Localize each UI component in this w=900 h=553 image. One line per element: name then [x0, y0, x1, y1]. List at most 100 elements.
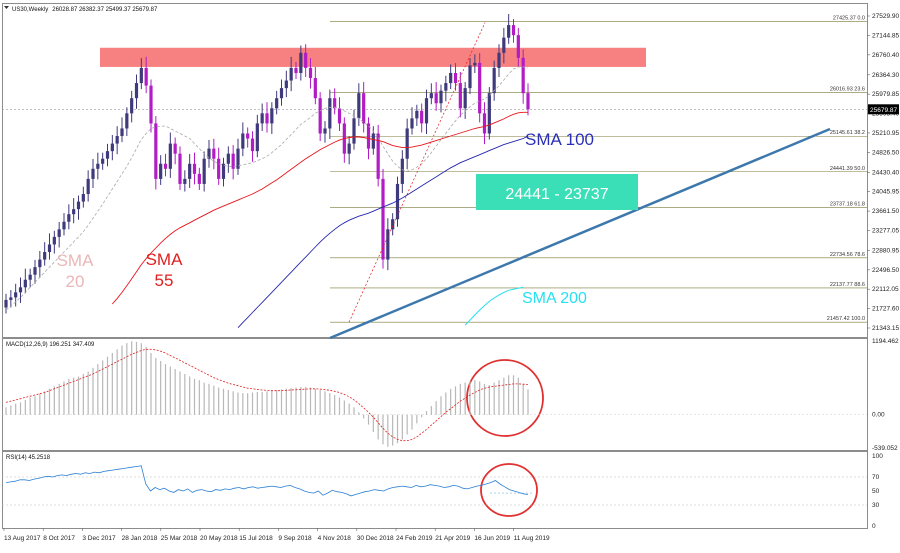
time-axis-label: 4 Nov 2018 — [318, 535, 352, 542]
rsi-axis-label: 30 — [872, 502, 880, 509]
candle-body — [67, 214, 71, 222]
sma100-label: SMA 100 — [525, 130, 594, 149]
candle-body — [415, 110, 419, 119]
candle-body — [149, 85, 153, 124]
candle-body — [270, 108, 274, 124]
fib-level-label: 22734.56 78.6 — [830, 252, 865, 258]
rsi-axis-label: 0 — [872, 523, 876, 530]
price-axis-label: 27144.85 — [872, 32, 899, 39]
fib-level-label: 27425.37 0.0 — [833, 15, 865, 21]
macd-axis-label: 1194.462 — [872, 338, 899, 345]
candle-body — [478, 62, 482, 114]
candle-body — [91, 168, 95, 179]
candle-body — [76, 201, 81, 210]
candle-body — [33, 267, 37, 275]
price-axis-label: 25210.95 — [872, 130, 899, 137]
candle-body — [265, 113, 269, 124]
candle-body — [439, 90, 443, 104]
time-axis-label: 16 Jun 2019 — [474, 535, 510, 542]
candle-body — [473, 62, 477, 66]
candle-body — [188, 163, 192, 179]
candle-body — [125, 113, 129, 129]
candle-body — [197, 173, 201, 184]
sma55-line — [111, 111, 528, 305]
price-axis-label: 22880.95 — [872, 247, 899, 254]
candle-body — [231, 153, 235, 169]
candle-body — [318, 98, 322, 134]
fib-level-label: 21457.42 100.0 — [827, 316, 865, 322]
candle-body — [139, 67, 143, 84]
candle-body — [57, 229, 61, 237]
rsi-axis-label: 70 — [872, 474, 880, 481]
fib-level-label: 24441.39 50.0 — [830, 166, 865, 172]
candle-body — [159, 163, 163, 179]
candle-body — [115, 136, 119, 144]
price-axis-label: 21727.60 — [872, 306, 899, 313]
candle-body — [72, 209, 76, 215]
candle-body — [246, 133, 250, 139]
time-axis-label: 13 Aug 2017 — [4, 535, 41, 542]
candle-body — [9, 297, 13, 300]
fib-level-label: 26016.93 23.6 — [830, 86, 865, 92]
candle-body — [62, 221, 66, 230]
candle-body — [497, 52, 501, 68]
sma100-line — [237, 135, 529, 329]
candle-body — [463, 88, 467, 109]
candle-body — [424, 98, 429, 124]
candle-body — [487, 93, 491, 134]
candle-body — [526, 93, 530, 110]
candle-body — [43, 252, 47, 260]
fib-swing-line — [348, 22, 486, 323]
candle-body — [521, 57, 525, 94]
candle-body — [183, 178, 187, 184]
uptrend-line — [329, 127, 831, 340]
candle-body — [260, 113, 264, 124]
candle-body — [516, 35, 520, 58]
macd-signal-line — [5, 348, 529, 442]
candle-body — [221, 163, 226, 179]
candle-body — [18, 287, 23, 293]
rsi-header: RSI(14) 45.2518 — [6, 455, 51, 461]
rsi-line — [5, 465, 529, 497]
candle-body — [226, 153, 230, 164]
candle-body — [376, 133, 380, 179]
price-axis-label: 21343.15 — [872, 325, 899, 332]
candle-body — [386, 229, 390, 260]
price-panel — [2, 3, 868, 338]
candle-body — [202, 158, 206, 184]
sma55-label-value: 55 — [155, 271, 174, 290]
sma20-label: SMA — [57, 251, 95, 270]
time-axis-label: 8 Oct 2017 — [43, 535, 75, 542]
time-axis-label: 24 Feb 2019 — [396, 535, 433, 542]
candle-body — [381, 178, 385, 260]
sma200-label: SMA 200 — [522, 290, 587, 307]
candle-body — [453, 72, 458, 84]
candle-body — [371, 133, 375, 149]
candle-body — [207, 148, 211, 159]
candle-body — [96, 163, 100, 169]
current-price-value: 25679.87 — [870, 107, 897, 114]
candle-body — [391, 219, 395, 230]
rsi-highlight-circle — [480, 463, 538, 517]
collapse-arrow-icon[interactable] — [4, 6, 9, 9]
candle-body — [217, 158, 221, 179]
macd-axis-label: -539.052 — [872, 445, 898, 452]
sma55-label: SMA — [146, 250, 184, 269]
time-axis-label: 3 Dec 2017 — [82, 535, 116, 542]
candle-body — [250, 138, 255, 152]
range-label: 24441 - 23737 — [505, 186, 608, 203]
candle-body — [502, 37, 506, 53]
macd-panel — [2, 338, 868, 451]
candle-body — [410, 118, 414, 129]
candle-body — [458, 83, 462, 109]
candle-body — [23, 279, 27, 288]
candle-body — [163, 163, 168, 169]
resistance-zone — [100, 47, 646, 67]
candle-body — [101, 158, 105, 164]
candle-body — [168, 143, 172, 169]
fib-level-label: 22137.77 88.6 — [830, 282, 865, 288]
candle-body — [120, 128, 124, 137]
candle-body — [212, 148, 216, 159]
